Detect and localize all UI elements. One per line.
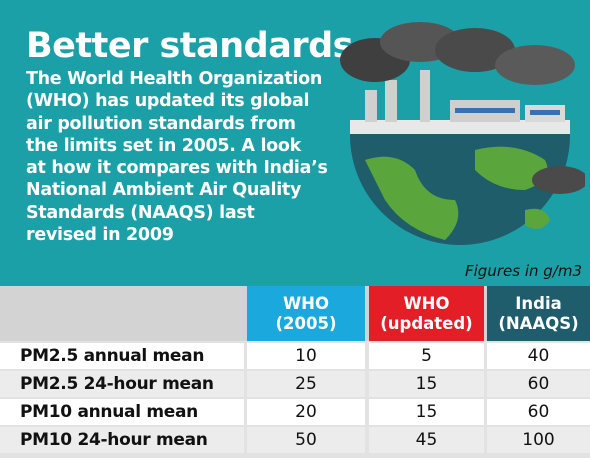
value-cell: 60	[487, 371, 590, 397]
value-cell: 25	[247, 371, 365, 397]
description: The World Health Organization(WHO) has u…	[26, 68, 328, 246]
description-line: (WHO) has updated its global	[26, 90, 328, 112]
infographic: Better standards The World Health Organi…	[0, 0, 590, 458]
value-cell: 15	[369, 371, 484, 397]
description-line: The World Health Organization	[26, 68, 328, 90]
row-label: PM2.5 24-hour mean	[0, 371, 244, 397]
column-header-line: India	[515, 294, 562, 314]
value-cell: 40	[487, 343, 590, 369]
value-cell: 10	[247, 343, 365, 369]
description-line: at how it compares with India’s	[26, 157, 328, 179]
column-header-line: WHO	[403, 294, 449, 314]
column-header-line: WHO	[283, 294, 329, 314]
column-header-line: (NAAQS)	[498, 314, 578, 334]
title: Better standards	[26, 26, 353, 66]
units-note: Figures in g/m3	[465, 262, 582, 280]
header-panel: Better standards The World Health Organi…	[0, 0, 590, 286]
value-cell: 45	[369, 427, 484, 453]
column-header: WHO(2005)	[247, 286, 365, 341]
value-cell: 15	[369, 399, 484, 425]
value-cell: 20	[247, 399, 365, 425]
row-label: PM10 annual mean	[0, 399, 244, 425]
column-header: India(NAAQS)	[487, 286, 590, 341]
description-line: Standards (NAAQS) last	[26, 202, 328, 224]
column-header: WHO(updated)	[369, 286, 484, 341]
value-cell: 5	[369, 343, 484, 369]
illustration	[325, 20, 585, 250]
column-header-line: (2005)	[275, 314, 336, 334]
value-cell: 50	[247, 427, 365, 453]
row-label: PM2.5 annual mean	[0, 343, 244, 369]
column-header-line: (updated)	[380, 314, 472, 334]
description-line: National Ambient Air Quality	[26, 179, 328, 201]
description-line: revised in 2009	[26, 224, 328, 246]
description-line: air pollution standards from	[26, 113, 328, 135]
value-cell: 100	[487, 427, 590, 453]
row-label: PM10 24-hour mean	[0, 427, 244, 453]
description-line: the limits set in 2005. A look	[26, 135, 328, 157]
value-cell: 60	[487, 399, 590, 425]
